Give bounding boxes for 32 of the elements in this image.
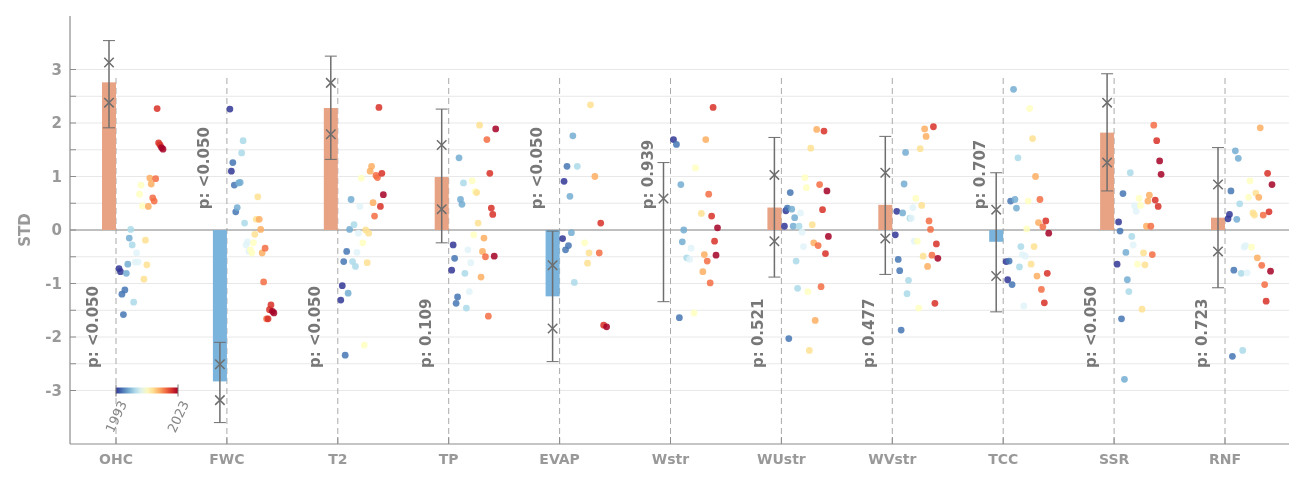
y-tick-label: 2 <box>51 114 62 133</box>
x-tick-label: WUstr <box>757 451 806 467</box>
x-tick-label: RNF <box>1208 451 1242 467</box>
x-tick-label: SSR <box>1098 451 1130 467</box>
annotation: p: 0.109 <box>416 298 435 369</box>
x-tick-label: OHC <box>99 451 133 467</box>
x-tick-label: WVstr <box>868 451 917 467</box>
x-tick-label: TP <box>438 451 459 467</box>
annotation: p: <0.050 <box>1082 286 1101 369</box>
annotation: 2023 <box>164 398 192 435</box>
annotation: p: 0.477 <box>860 298 879 369</box>
annotation: p: <0.050 <box>84 286 102 369</box>
y-axis-title: STD <box>16 213 34 247</box>
x-tick-label: EVAP <box>539 451 580 467</box>
y-tick-label: -3 <box>45 381 62 400</box>
annotation: p: <0.050 <box>194 127 213 210</box>
annotation: p: <0.050 <box>305 286 324 369</box>
x-tick-label: T2 <box>328 451 348 467</box>
annotation: p: 0.707 <box>971 139 990 210</box>
y-tick-label: -1 <box>45 274 62 293</box>
y-tick-label: 0 <box>51 221 62 240</box>
y-tick-label: 3 <box>51 60 62 79</box>
y-tick-label: 1 <box>51 167 62 186</box>
y-tick-label: -2 <box>45 328 62 347</box>
annotation: p: 0.939 <box>638 139 657 210</box>
x-tick-label: Wstr <box>651 451 690 467</box>
annotation: p: 0.521 <box>749 298 768 369</box>
annotation: p: 0.723 <box>1193 298 1211 369</box>
x-tick-label: FWC <box>209 451 245 467</box>
annotation: 1993 <box>102 398 130 435</box>
annotation: p: <0.050 <box>527 127 546 210</box>
x-tick-label: TCC <box>988 451 1019 467</box>
